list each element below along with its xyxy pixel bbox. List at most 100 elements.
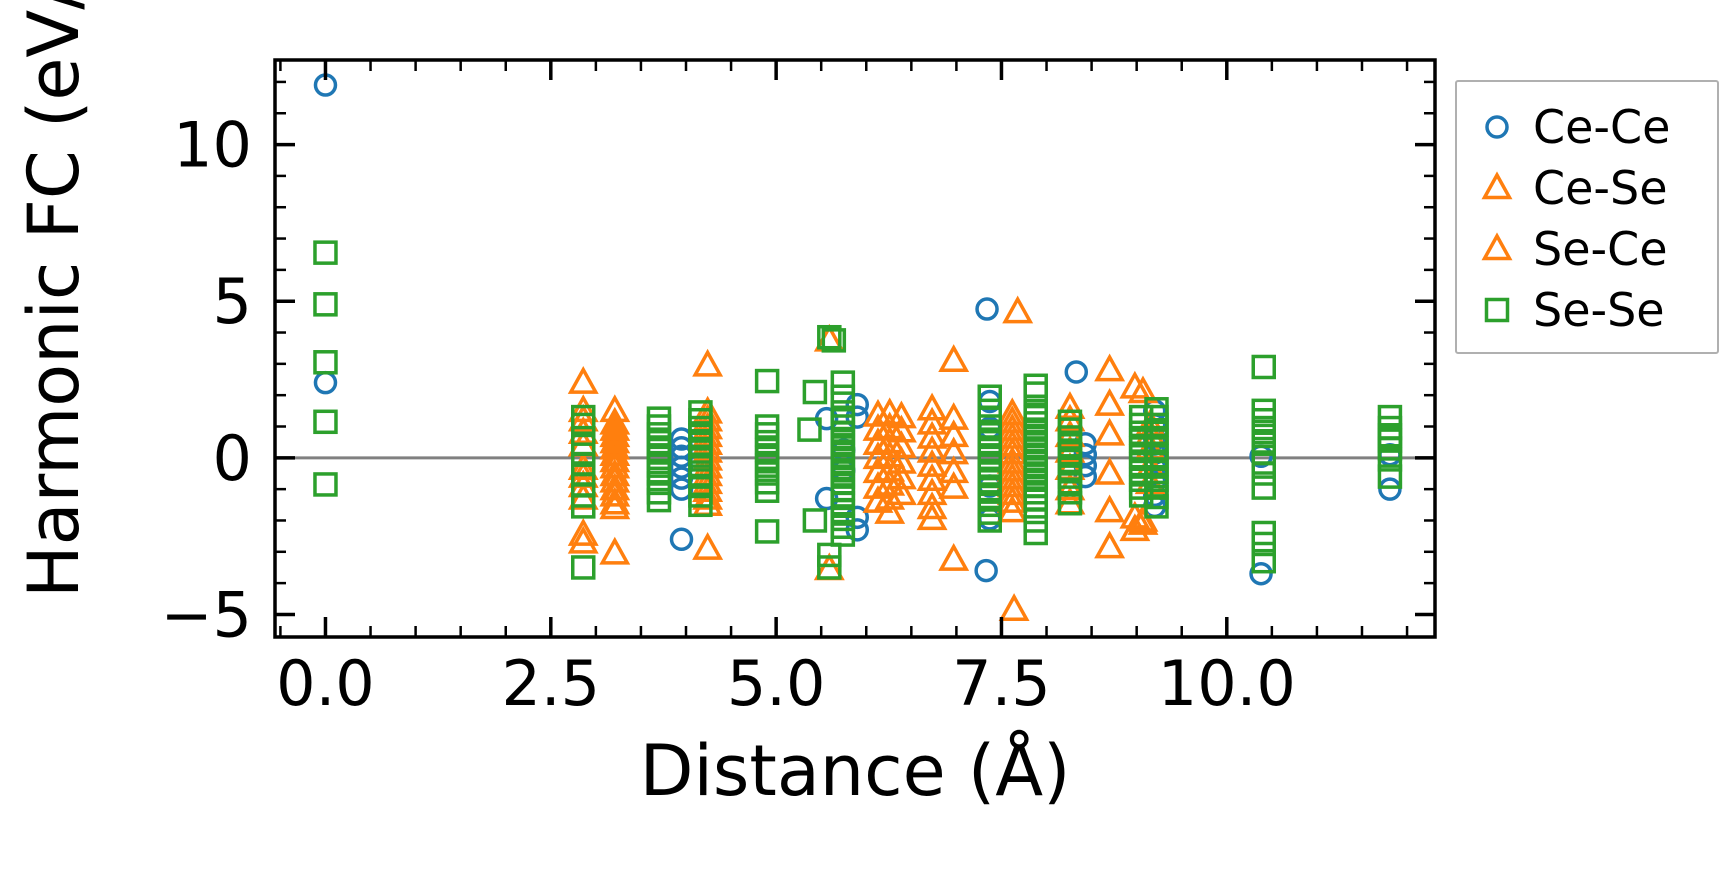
data-point-square xyxy=(313,409,338,435)
data-point-square xyxy=(802,379,828,405)
data-point-triangle xyxy=(1127,503,1159,532)
data-point-triangle xyxy=(567,525,599,554)
data-point-triangle xyxy=(874,439,906,468)
data-point-square xyxy=(646,414,672,439)
data-point-triangle xyxy=(1094,530,1126,559)
data-point-triangle xyxy=(938,470,970,499)
data-point-square xyxy=(830,370,856,395)
data-point-square xyxy=(1377,464,1403,489)
data-point-square xyxy=(1023,508,1048,533)
data-point-triangle xyxy=(599,431,631,460)
data-point-square xyxy=(1023,520,1048,546)
axes-spines xyxy=(273,58,1437,639)
data-point-triangle xyxy=(599,486,631,515)
data-point-triangle xyxy=(885,414,917,443)
data-point-triangle xyxy=(1054,391,1086,419)
data-point-square xyxy=(313,240,338,265)
data-point-triangle xyxy=(1481,170,1513,199)
data-point-square xyxy=(754,414,780,439)
data-point-triangle xyxy=(874,411,906,440)
data-point-square xyxy=(817,555,842,580)
data-point-triangle xyxy=(938,455,970,484)
x-tick-label: 0.0 xyxy=(276,647,375,720)
data-point-square xyxy=(313,350,338,375)
data-point-triangle xyxy=(874,453,906,482)
data-point-square xyxy=(817,324,842,350)
data-point-triangle xyxy=(938,344,970,372)
data-point-triangle xyxy=(916,491,948,520)
x-tick-label: 7.5 xyxy=(952,647,1051,720)
data-point-square xyxy=(754,478,780,503)
data-point-triangle xyxy=(996,485,1028,513)
data-point-triangle xyxy=(692,466,724,495)
data-point-triangle xyxy=(1094,417,1126,446)
data-point-square xyxy=(313,472,338,497)
data-point-square xyxy=(754,422,780,447)
data-point-square xyxy=(1251,475,1276,500)
y-tick-label: −5 xyxy=(161,578,252,651)
data-point-circle xyxy=(977,507,1002,531)
legend-label: Se-Se xyxy=(1533,282,1665,337)
data-point-circle xyxy=(1485,114,1509,139)
y-tick-label: 10 xyxy=(173,109,252,182)
square-marker-icon xyxy=(1484,297,1510,322)
data-point-triangle xyxy=(885,400,917,429)
legend-item-se-se: Se-Se xyxy=(1475,279,1717,340)
data-point-square xyxy=(754,429,780,455)
data-point-triangle xyxy=(996,453,1028,482)
data-point-square xyxy=(977,508,1002,533)
legend-label: Se-Ce xyxy=(1533,221,1668,276)
data-point-circle xyxy=(975,297,999,321)
data-point-square xyxy=(1377,447,1403,472)
data-point-triangle xyxy=(916,502,948,531)
data-point-square xyxy=(646,422,672,447)
y-tick-label: 0 xyxy=(213,422,252,495)
data-point-square xyxy=(1251,531,1276,557)
legend-item-ce-se: Ce-Se xyxy=(1475,157,1717,218)
data-point-triangle xyxy=(862,485,894,513)
data-point-square xyxy=(1023,494,1048,519)
legend-label: Ce-Se xyxy=(1533,160,1668,215)
data-point-square xyxy=(821,328,847,353)
data-point-triangle xyxy=(567,366,599,394)
data-point-triangle xyxy=(599,536,631,565)
data-point-triangle xyxy=(938,419,970,448)
data-point-triangle xyxy=(862,470,894,499)
data-point-square xyxy=(1023,381,1048,406)
data-point-circle xyxy=(1249,561,1273,586)
data-point-circle xyxy=(1064,360,1089,384)
data-point-triangle xyxy=(996,494,1028,523)
data-point-triangle xyxy=(998,593,1030,621)
data-point-circle xyxy=(1378,477,1402,501)
data-point-triangle xyxy=(692,532,724,560)
data-point-square xyxy=(830,522,856,547)
data-point-triangle xyxy=(1094,387,1126,416)
data-point-triangle xyxy=(938,402,970,430)
data-point-triangle xyxy=(1119,370,1151,399)
data-point-square xyxy=(571,555,596,580)
data-point-triangle xyxy=(996,436,1028,465)
data-point-square xyxy=(830,384,856,409)
data-point-triangle xyxy=(692,348,724,377)
data-point-square xyxy=(1484,297,1510,322)
data-point-triangle xyxy=(874,496,906,524)
legend-label: Ce-Ce xyxy=(1533,99,1671,154)
data-point-triangle xyxy=(916,406,948,435)
data-point-triangle xyxy=(885,430,917,459)
data-point-triangle xyxy=(996,477,1028,506)
data-point-square xyxy=(571,412,596,438)
data-point-triangle xyxy=(874,425,906,454)
data-point-square xyxy=(646,429,672,455)
data-point-triangle xyxy=(938,436,970,465)
triangle-marker-icon xyxy=(1481,170,1513,199)
data-point-triangle xyxy=(916,392,948,421)
data-point-circle xyxy=(974,558,998,583)
data-point-square xyxy=(797,417,822,442)
y-axis-label: Harmonic FC (eV/Å²) xyxy=(13,0,95,598)
y-tick-label: 5 xyxy=(213,265,252,338)
data-point-square xyxy=(817,542,842,568)
data-point-square xyxy=(1251,461,1276,486)
legend-item-se-ce: Se-Ce xyxy=(1475,218,1717,279)
